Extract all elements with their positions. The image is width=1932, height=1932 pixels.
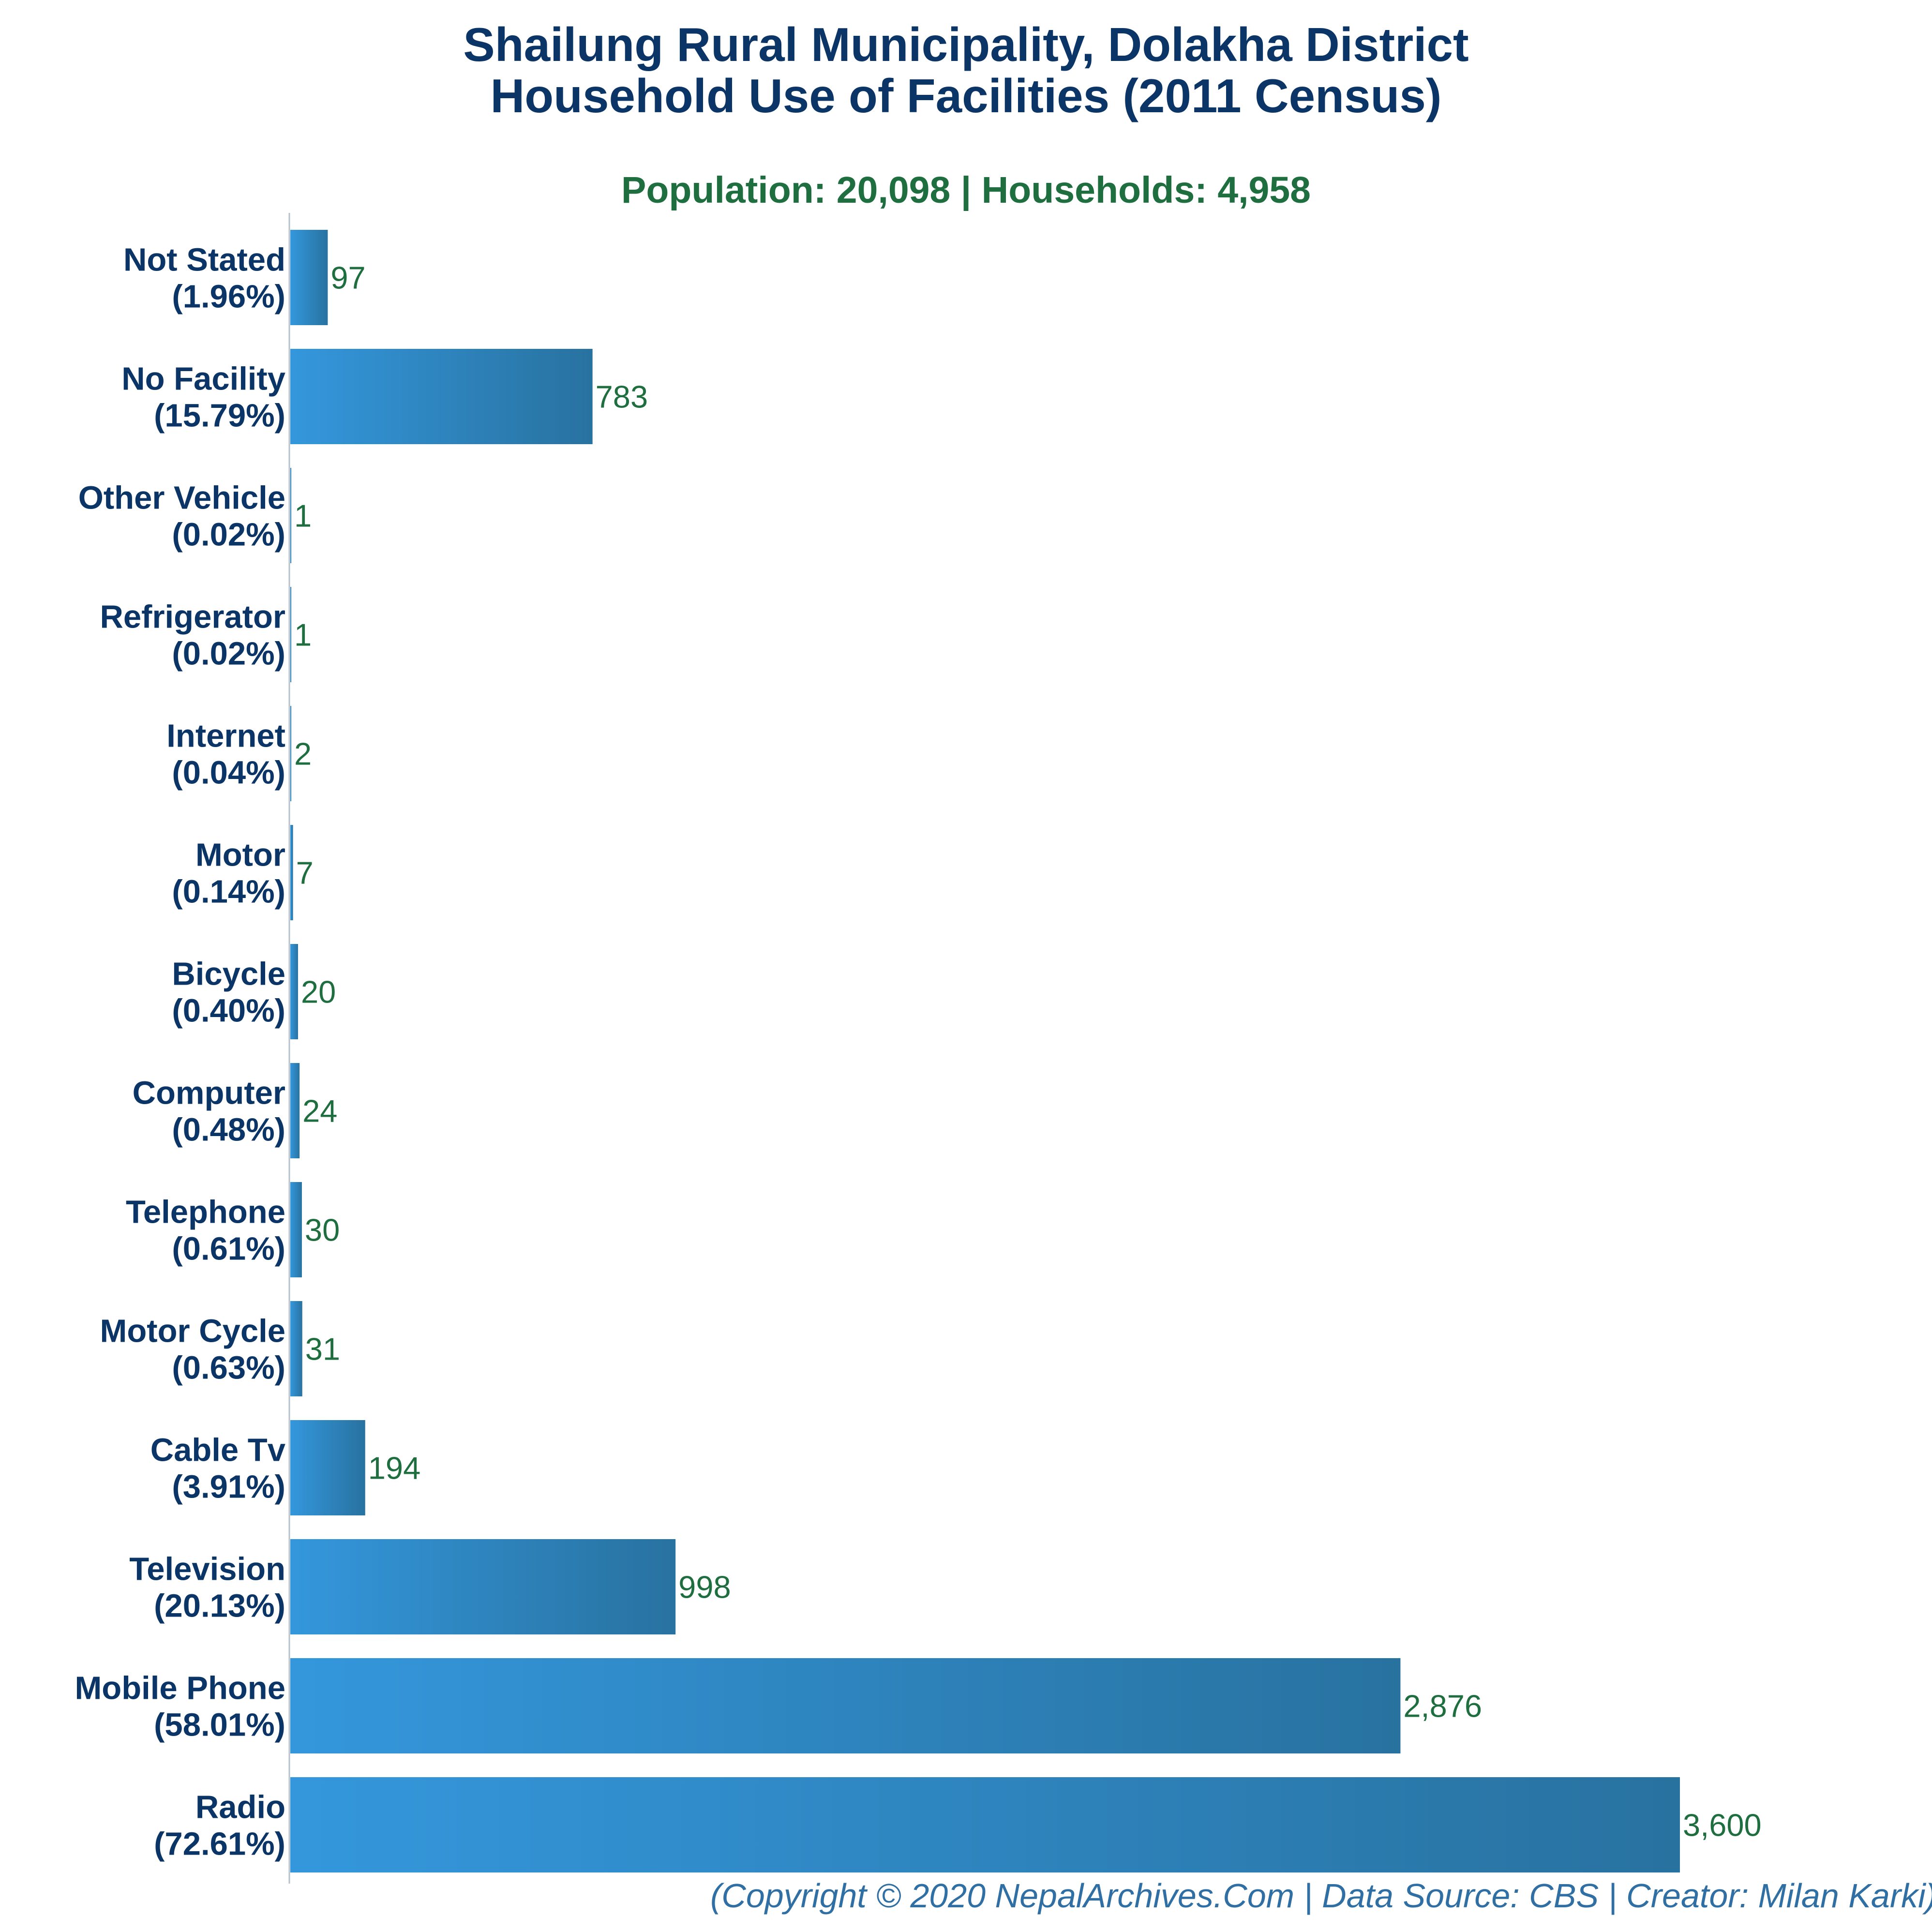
percent-label-internet: (0.04%)	[172, 755, 285, 791]
percent-label-cable-tv: (3.91%)	[172, 1469, 285, 1505]
bar-motor	[290, 825, 293, 920]
value-label-mobile-phone: 2,876	[1403, 1689, 1482, 1724]
bar-motor-cycle	[290, 1301, 302, 1396]
chart-title-line-2: Household Use of Facilities (2011 Census…	[490, 69, 1442, 122]
bar-no-facility	[290, 349, 593, 444]
category-label-computer: Computer	[133, 1075, 285, 1111]
value-label-computer: 24	[302, 1093, 337, 1129]
bar-internet	[290, 706, 291, 801]
percent-label-motor-cycle: (0.63%)	[172, 1350, 285, 1386]
percent-label-television: (20.13%)	[154, 1588, 285, 1624]
value-label-other-vehicle: 1	[294, 498, 312, 534]
chart-title-line-1: Shailung Rural Municipality, Dolakha Dis…	[463, 18, 1469, 71]
value-label-motor: 7	[296, 855, 314, 891]
percent-label-mobile-phone: (58.01%)	[154, 1707, 285, 1743]
bar-bicycle	[290, 944, 298, 1039]
percent-label-motor: (0.14%)	[172, 874, 285, 910]
bar-refrigerator	[290, 587, 291, 682]
value-label-motor-cycle: 31	[305, 1332, 340, 1367]
value-label-television: 998	[678, 1570, 731, 1605]
value-label-no-facility: 783	[596, 379, 648, 415]
category-label-bicycle: Bicycle	[172, 956, 285, 992]
category-label-motor-cycle: Motor Cycle	[100, 1313, 285, 1349]
bar-television	[290, 1539, 676, 1634]
category-label-telephone: Telephone	[126, 1194, 285, 1230]
category-label-cable-tv: Cable Tv	[150, 1432, 285, 1468]
percent-label-not-stated: (1.96%)	[172, 279, 285, 315]
value-label-radio: 3,600	[1683, 1808, 1762, 1843]
bar-mobile-phone	[290, 1658, 1401, 1753]
bar-radio	[290, 1777, 1680, 1872]
value-label-bicycle: 20	[301, 974, 336, 1010]
category-label-television: Television	[129, 1551, 285, 1588]
category-label-motor: Motor	[195, 837, 285, 873]
value-label-telephone: 30	[305, 1213, 340, 1248]
value-label-not-stated: 97	[330, 260, 365, 296]
percent-label-bicycle: (0.40%)	[172, 993, 285, 1029]
bar-other-vehicle	[290, 468, 291, 563]
bar-not-stated	[290, 230, 328, 325]
bar-cable-tv	[290, 1420, 365, 1515]
category-label-refrigerator: Refrigerator	[100, 599, 285, 635]
category-label-other-vehicle: Other Vehicle	[78, 480, 285, 516]
category-label-mobile-phone: Mobile Phone	[75, 1670, 286, 1707]
percent-label-refrigerator: (0.02%)	[172, 636, 285, 672]
percent-label-computer: (0.48%)	[172, 1112, 285, 1148]
bar-telephone	[290, 1182, 302, 1277]
chart-subtitle: Population: 20,098 | Households: 4,958	[621, 169, 1311, 211]
bar-computer	[290, 1063, 300, 1158]
category-label-not-stated: Not Stated	[123, 242, 285, 278]
percent-label-telephone: (0.61%)	[172, 1231, 285, 1267]
percent-label-other-vehicle: (0.02%)	[172, 517, 285, 553]
percent-label-radio: (72.61%)	[154, 1826, 285, 1862]
percent-label-no-facility: (15.79%)	[154, 398, 285, 434]
value-label-cable-tv: 194	[368, 1451, 420, 1486]
value-label-refrigerator: 1	[294, 617, 312, 653]
credit-footer: (Copyright © 2020 NepalArchives.Com | Da…	[710, 1877, 1932, 1915]
category-label-radio: Radio	[195, 1789, 285, 1826]
category-label-internet: Internet	[166, 718, 285, 754]
value-label-internet: 2	[294, 736, 312, 772]
category-label-no-facility: No Facility	[121, 361, 285, 397]
